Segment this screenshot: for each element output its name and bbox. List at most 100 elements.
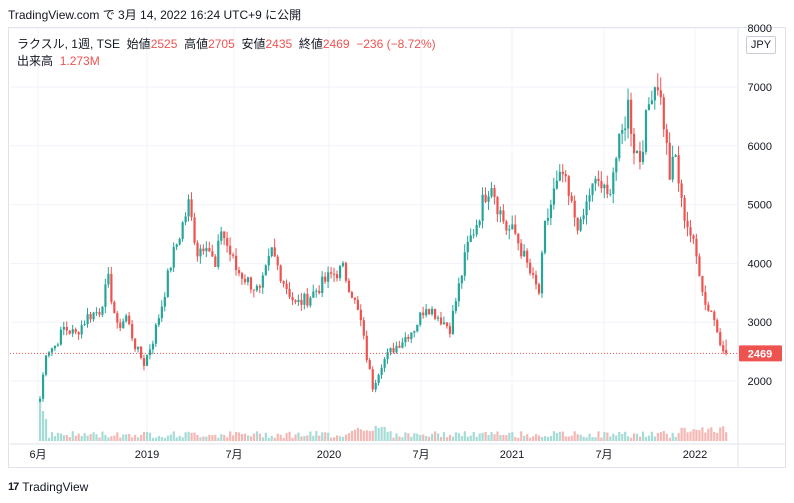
candle-body	[386, 352, 389, 360]
candle-body	[374, 382, 377, 390]
candle-body	[62, 327, 65, 330]
volume-bar	[226, 437, 229, 441]
candle-body	[407, 337, 410, 339]
volume-bar	[98, 437, 101, 441]
candle-body	[252, 289, 256, 291]
volume-bar	[181, 437, 184, 441]
volume-bar	[398, 436, 401, 441]
volume-bar	[564, 436, 567, 441]
volume-bar	[288, 431, 291, 441]
volume-bar	[413, 433, 416, 441]
volume-bar	[205, 436, 208, 441]
volume-bar	[208, 434, 211, 441]
candle-body	[526, 250, 529, 263]
candle-body	[585, 201, 588, 216]
y-tick-label: 8000	[748, 23, 772, 35]
candle-body	[487, 196, 490, 202]
candle-body	[71, 329, 74, 334]
volume-bar	[353, 429, 357, 441]
volume-bar	[237, 432, 241, 441]
y-tick-label: 5000	[748, 200, 772, 212]
volume-bar	[407, 433, 410, 441]
y-tick-label: 7000	[748, 82, 772, 94]
volume-bar	[154, 437, 158, 441]
currency-button[interactable]: JPY	[746, 36, 776, 54]
candle-body	[579, 219, 582, 231]
candle-body	[110, 273, 113, 303]
volume-bar	[534, 434, 538, 441]
volume-bar	[478, 433, 481, 441]
candle-body	[255, 285, 259, 291]
candle-body	[131, 324, 134, 339]
candle-body	[300, 299, 303, 305]
candle-body	[606, 184, 609, 195]
candle-body	[561, 171, 564, 175]
candle-body	[638, 151, 642, 162]
volume-bar	[496, 431, 499, 441]
volume-bar	[184, 432, 187, 441]
volume-bar	[137, 437, 140, 441]
volume-bar	[448, 434, 452, 441]
volume-bar	[451, 436, 455, 441]
publish-info: TradingView.com で 3月 14, 2022 16:24 UTC+…	[8, 8, 302, 22]
volume-bar	[71, 431, 74, 441]
volume-bar	[520, 431, 523, 441]
volume-bar	[365, 430, 368, 441]
candle-body	[336, 274, 339, 279]
volume-bar	[532, 436, 535, 441]
footer-branding: 17 TradingView	[8, 480, 88, 494]
volume-bar	[377, 427, 380, 441]
candle-body	[145, 355, 149, 366]
candle-body	[442, 322, 446, 325]
candle-body	[134, 338, 137, 350]
candle-body	[137, 346, 140, 350]
volume-bar	[235, 431, 238, 441]
volume-bar	[511, 432, 514, 441]
low-label: 安値	[241, 37, 266, 51]
candle-body	[166, 270, 169, 297]
candle-body	[481, 194, 484, 221]
volume-bar	[199, 437, 202, 441]
volume-bar	[647, 435, 651, 441]
candle-body	[303, 293, 306, 305]
candle-body	[362, 320, 365, 336]
volume-bar	[416, 433, 419, 441]
volume-bar	[445, 437, 449, 441]
change-value: −236 (−8.72%)	[356, 37, 436, 51]
volume-bar	[157, 435, 160, 441]
candle-body	[59, 329, 62, 345]
volume-bar	[214, 434, 217, 441]
volume-bar	[83, 433, 86, 441]
volume-bar	[701, 427, 704, 441]
candle-body	[330, 272, 333, 274]
volume-bar	[428, 436, 431, 441]
candle-body	[609, 193, 612, 195]
candle-body	[223, 231, 226, 239]
candle-body	[172, 247, 175, 268]
volume-bar	[330, 437, 333, 441]
volume-bar	[178, 435, 181, 441]
candle-body	[368, 360, 371, 370]
candle-body	[549, 204, 553, 219]
volume-bar	[47, 437, 51, 441]
volume-bar	[261, 437, 264, 441]
candle-body	[472, 234, 475, 236]
candle-body	[276, 256, 279, 266]
volume-bar	[113, 435, 116, 441]
volume-bar	[576, 434, 579, 441]
volume-bar	[487, 435, 490, 441]
volume-bar	[555, 433, 558, 441]
last-price-label: 2469	[748, 348, 772, 360]
candle-body	[297, 299, 300, 303]
volume-bar	[588, 433, 591, 441]
candle-body	[665, 129, 668, 143]
volume-bar	[695, 429, 698, 441]
candle-body	[647, 104, 651, 111]
open-value: 2525	[150, 37, 178, 51]
x-tick-label: 6月	[29, 449, 46, 461]
candle-body	[618, 133, 621, 159]
candle-body	[116, 313, 119, 323]
candle-body	[454, 301, 457, 312]
candle-body	[119, 322, 122, 328]
